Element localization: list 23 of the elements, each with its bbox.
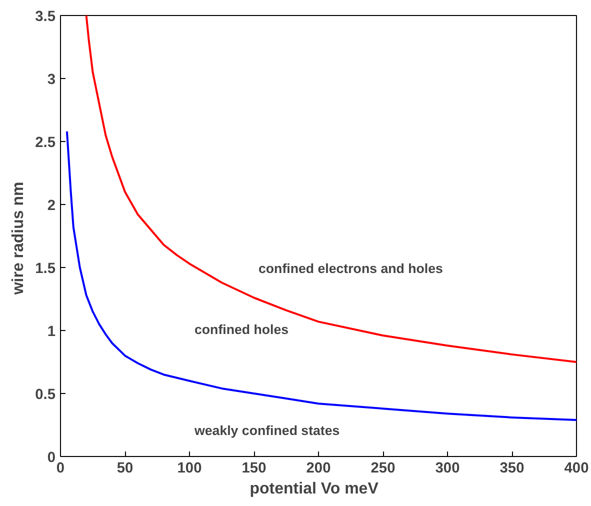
annotation: confined electrons and holes xyxy=(258,261,443,276)
y-axis-title: wire radius nm xyxy=(10,182,28,296)
x-tick-label: 100 xyxy=(177,460,202,476)
y-tick-label: 0 xyxy=(47,450,56,466)
annotation: weakly confined states xyxy=(194,423,340,438)
x-tick-label: 250 xyxy=(370,460,396,476)
x-axis-title: potential Vo meV xyxy=(250,480,379,498)
line-series xyxy=(85,16,576,363)
x-tick-label: 350 xyxy=(500,460,524,476)
annotation: confined holes xyxy=(194,322,289,337)
line-series xyxy=(66,130,576,421)
x-tick-label: 300 xyxy=(435,460,460,476)
x-tick-label: 50 xyxy=(116,460,134,476)
x-tick-label: 150 xyxy=(242,460,266,476)
y-tick-label: 3.5 xyxy=(35,9,56,25)
y-tick-label: 3 xyxy=(47,72,56,88)
x-tick-label: 400 xyxy=(564,460,589,476)
x-tick-label: 200 xyxy=(306,460,331,476)
y-tick-label: 2 xyxy=(47,198,56,214)
y-tick-label: 2.5 xyxy=(35,135,56,151)
y-tick-label: 0.5 xyxy=(35,387,56,403)
y-tick-label: 1.5 xyxy=(35,261,56,277)
y-tick-label: 1 xyxy=(47,324,56,340)
